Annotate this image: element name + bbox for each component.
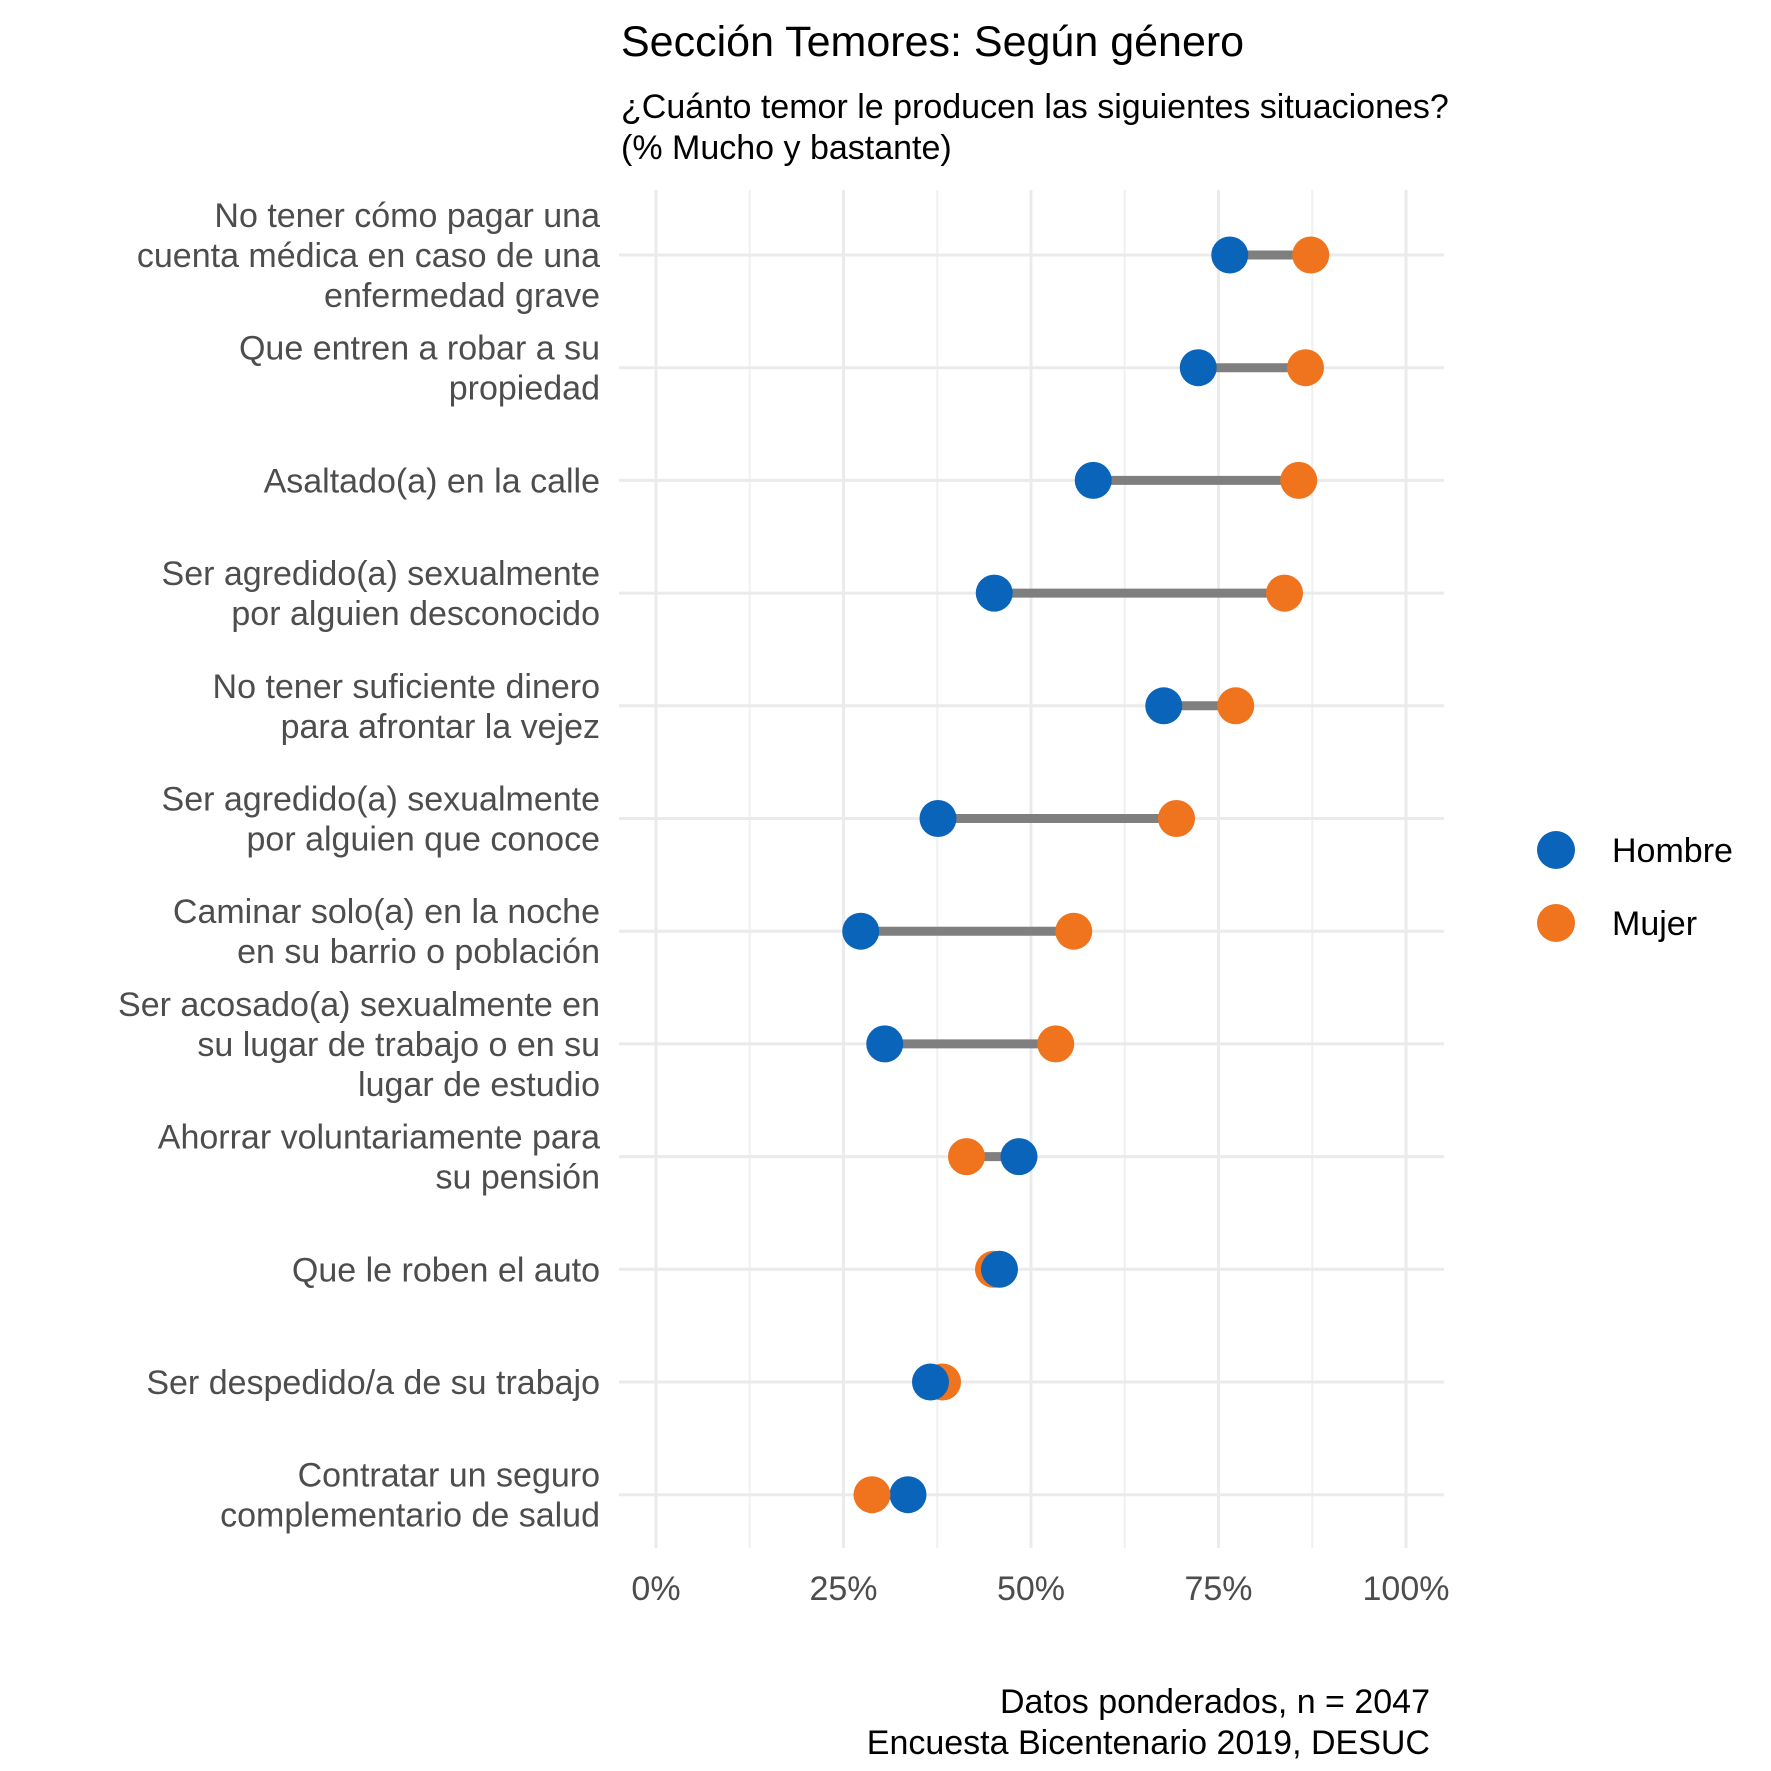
category-label-line: propiedad	[449, 370, 600, 408]
x-tick-label: 50%	[997, 1570, 1065, 1608]
chart-subtitle: ¿Cuánto temor le producen las siguientes…	[621, 88, 1449, 126]
category-label-line: Contratar un seguro	[298, 1457, 600, 1495]
category-label: Caminar solo(a) en la noche en su barrio …	[173, 893, 600, 971]
category-label-line: complementario de salud	[220, 1497, 600, 1535]
category-label-line: Que le roben el auto	[292, 1251, 600, 1289]
x-axis-ticks: 0% 25% 50% 75% 100%	[631, 1570, 1449, 1608]
hombre-point	[912, 1363, 949, 1401]
category-label-line: lugar de estudio	[358, 1066, 600, 1104]
hombre-point	[1145, 687, 1183, 725]
x-tick-label: 75%	[1184, 1570, 1252, 1608]
category-label-line: Ahorrar voluntariamente para	[158, 1119, 600, 1157]
mujer-point	[1287, 349, 1324, 387]
hombre-point	[889, 1476, 927, 1514]
hombre-point	[975, 574, 1013, 612]
mujer-point	[1037, 1025, 1075, 1063]
legend: Hombre Mujer	[1537, 831, 1733, 943]
hombre-point	[1179, 349, 1217, 387]
category-label: No tener suficiente dinero para afrontar …	[213, 668, 600, 746]
chart-marks	[842, 236, 1330, 1514]
category-label-line: su pensión	[436, 1159, 600, 1197]
category-label-line: Ser agredido(a) sexualmente	[162, 555, 600, 593]
category-label-line: Ser agredido(a) sexualmente	[162, 781, 600, 819]
x-tick-label: 0%	[631, 1570, 680, 1608]
category-label-line: por alguien desconocido	[231, 595, 600, 633]
titles: Sección Temores: Según género ¿Cuánto tem…	[621, 18, 1449, 1762]
mujer-point	[853, 1476, 891, 1514]
legend-label-hombre: Hombre	[1612, 832, 1733, 870]
hombre-point	[1074, 461, 1112, 499]
hombre-point	[866, 1025, 904, 1063]
hombre-point	[1211, 236, 1249, 274]
x-tick-label: 100%	[1363, 1570, 1450, 1608]
chart-subtitle: (% Mucho y bastante)	[621, 129, 952, 167]
x-tick-label: 25%	[809, 1570, 877, 1608]
category-label: Ser acosado(a) sexualmente en su lugar de…	[118, 986, 600, 1104]
category-label-line: Que entren a robar a su	[239, 330, 600, 368]
mujer-point	[1266, 574, 1303, 612]
hombre-point	[919, 800, 957, 837]
category-label: No tener cómo pagar una cuenta médica en …	[137, 197, 600, 315]
category-label: Contratar un seguro complementario de sal…	[220, 1457, 600, 1535]
category-label-line: No tener suficiente dinero	[213, 668, 600, 706]
mujer-point	[1158, 800, 1195, 837]
category-labels: No tener cómo pagar una cuenta médica en …	[118, 197, 600, 1535]
category-label: Que le roben el auto	[292, 1251, 600, 1289]
mujer-point	[1055, 912, 1093, 950]
category-label: Que entren a robar a su propiedad	[239, 330, 600, 408]
hombre-point	[842, 912, 880, 950]
category-label-line: para afrontar la vejez	[281, 708, 600, 746]
category-label-line: Ser acosado(a) sexualmente en	[118, 986, 600, 1024]
category-label-line: por alguien que conoce	[247, 821, 601, 859]
category-label-line: cuenta médica en caso de una	[137, 237, 600, 275]
category-label-line: Asaltado(a) en la calle	[264, 462, 600, 500]
mujer-point	[948, 1138, 985, 1176]
category-label: Ser despedido/a de su trabajo	[146, 1364, 600, 1402]
hombre-point	[981, 1250, 1018, 1288]
category-label-line: Caminar solo(a) en la noche	[173, 893, 600, 931]
mujer-point	[1280, 461, 1318, 499]
grid-lines	[619, 190, 1444, 1548]
chart-caption: Datos ponderados, n = 2047	[1000, 1683, 1430, 1721]
chart-caption: Encuesta Bicentenario 2019, DESUC	[867, 1724, 1430, 1762]
hombre-point	[1000, 1138, 1038, 1176]
category-label-line: su lugar de trabajo o en su	[197, 1026, 600, 1064]
mujer-point	[1292, 236, 1330, 274]
legend-swatch-hombre	[1537, 831, 1575, 869]
category-label: Ser agredido(a) sexualmente por alguien d…	[162, 555, 600, 633]
category-label-line: Ser despedido/a de su trabajo	[146, 1364, 600, 1402]
legend-label-mujer: Mujer	[1612, 905, 1697, 943]
legend-swatch-mujer	[1537, 904, 1575, 942]
chart-title: Sección Temores: Según género	[621, 18, 1244, 66]
category-label-line: en su barrio o población	[237, 933, 600, 971]
category-label-line: enfermedad grave	[324, 277, 600, 315]
category-label: Ser agredido(a) sexualmente por alguien q…	[162, 781, 600, 859]
category-label-line: No tener cómo pagar una	[214, 197, 600, 235]
category-label: Asaltado(a) en la calle	[264, 462, 600, 500]
mujer-point	[1217, 687, 1255, 725]
category-label: Ahorrar voluntariamente para su pensión	[158, 1119, 600, 1197]
